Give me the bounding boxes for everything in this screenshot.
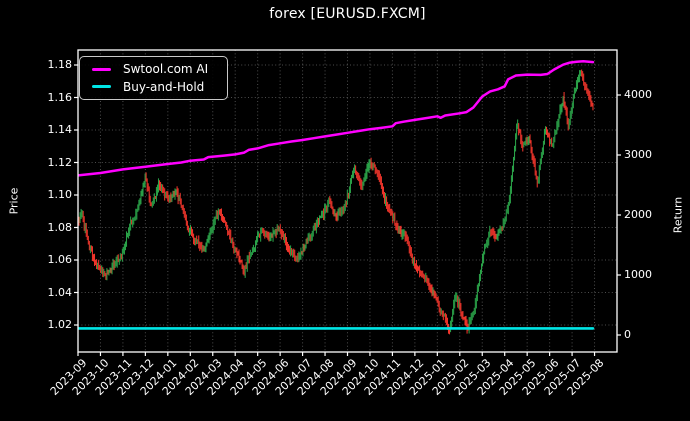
legend-item-buyhold: Buy-and-Hold (92, 78, 217, 95)
price-tick-label: 1.10 (47, 188, 73, 201)
ai-line-swatch (92, 67, 111, 71)
price-tick-label: 1.02 (47, 318, 73, 331)
price-tick-label: 1.06 (47, 253, 73, 266)
return-tick-label: 3000 (624, 148, 652, 161)
legend-item-ai: Swtool.com AI (92, 61, 217, 78)
buyhold-line-swatch (92, 85, 111, 89)
return-tick-label: 0 (624, 328, 631, 341)
return-tick-label: 1000 (624, 268, 652, 281)
return-tick-label: 2000 (624, 208, 652, 221)
legend: Swtool.com AI Buy-and-Hold (79, 56, 228, 100)
price-tick-label: 1.04 (47, 285, 73, 299)
price-tick-label: 1.16 (47, 90, 73, 104)
chart-title: forex [EURUSD.FXCM] (269, 6, 426, 22)
price-tick-label: 1.14 (47, 123, 73, 136)
price-tick-label: 1.12 (47, 155, 73, 169)
legend-label-buyhold: Buy-and-Hold (123, 79, 205, 94)
price-tick-label: 1.18 (47, 58, 73, 71)
price-tick-label: 1.08 (47, 220, 73, 234)
price-axis-label: Price (7, 187, 21, 215)
return-tick-label: 4000 (624, 88, 652, 101)
legend-label-ai: Swtool.com AI (123, 62, 209, 77)
return-axis-label: Return (671, 196, 685, 234)
